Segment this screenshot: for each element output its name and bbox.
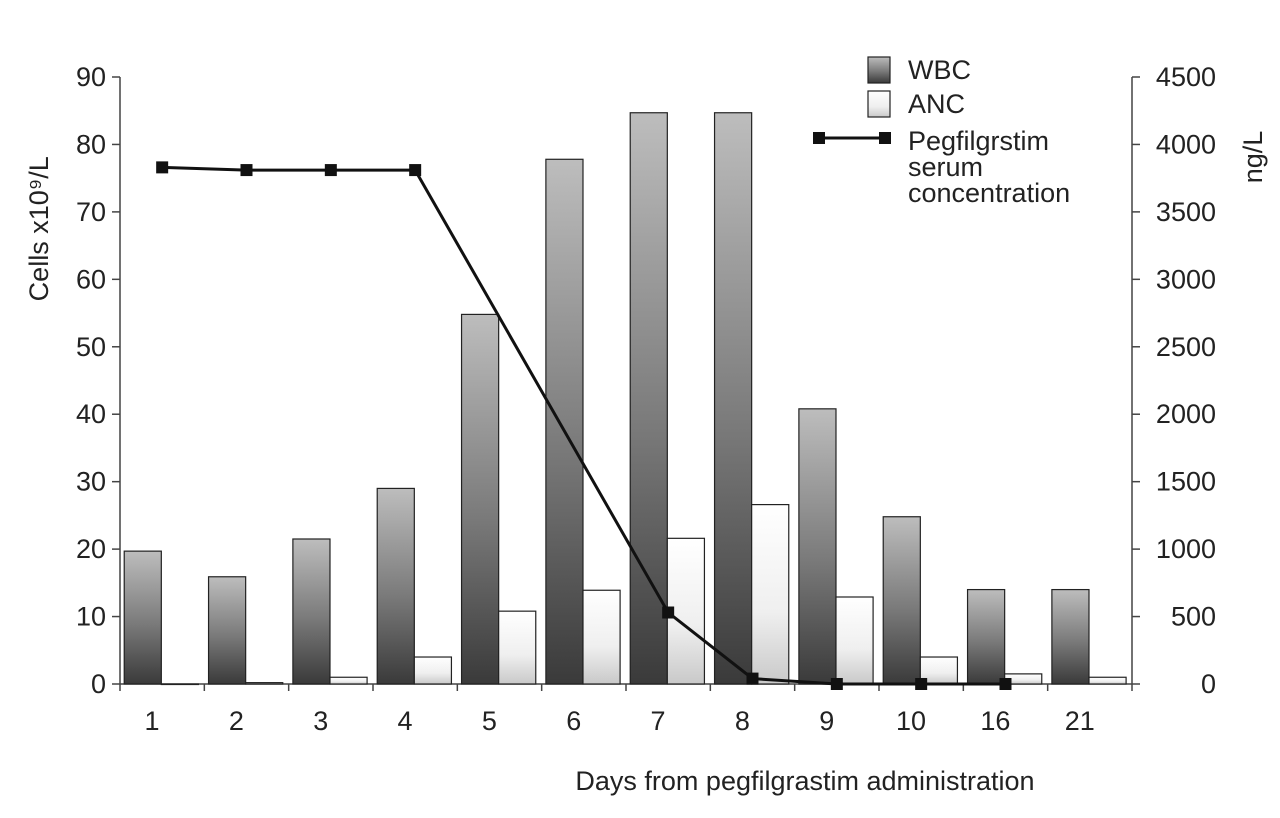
right-tick-label: 2500	[1156, 332, 1216, 362]
x-tick-label: 21	[1065, 706, 1095, 736]
x-tick-label: 2	[229, 706, 244, 736]
x-tick-label: 3	[313, 706, 328, 736]
wbc-bar	[882, 516, 921, 685]
legend-label-pegfilgrastim: Pegfilgrstim	[908, 126, 1049, 156]
x-tick-label: 6	[566, 706, 581, 736]
wbc-bar	[207, 576, 247, 685]
legend-label-pegfilgrastim: concentration	[908, 178, 1070, 208]
wbc-bar	[545, 158, 584, 685]
left-tick-label: 50	[76, 332, 106, 362]
pegfilgrastim-marker	[746, 672, 759, 685]
anc-bar	[1088, 676, 1127, 685]
legend-marker-pegfilgrastim	[879, 132, 891, 144]
legend-marker-pegfilgrastim	[813, 132, 825, 144]
wbc-bar	[376, 487, 415, 685]
left-tick-label: 20	[76, 534, 106, 564]
left-tick-label: 80	[76, 129, 106, 159]
anc-bar	[329, 676, 368, 685]
left-tick-label: 60	[76, 264, 106, 294]
left-tick-label: 10	[76, 602, 106, 632]
pegfilgrastim-marker	[409, 164, 422, 177]
legend-label-anc: ANC	[908, 89, 965, 119]
anc-bar	[413, 656, 453, 685]
wbc-bar	[629, 112, 668, 685]
legend-label-pegfilgrastim: serum	[908, 152, 983, 182]
right-tick-label: 1000	[1156, 534, 1216, 564]
x-tick-label: 5	[482, 706, 497, 736]
wbc-bar	[292, 538, 331, 685]
right-tick-label: 500	[1171, 602, 1216, 632]
wbc-bar	[966, 588, 1006, 685]
wbc-bar	[713, 112, 753, 685]
anc-bar	[582, 589, 621, 685]
x-tick-label: 7	[651, 706, 666, 736]
left-tick-label: 90	[76, 62, 106, 92]
x-tick-label: 4	[398, 706, 413, 736]
anc-bar	[751, 503, 790, 685]
legend-label-wbc: WBC	[908, 55, 971, 85]
pegfilgrastim-marker	[662, 606, 675, 619]
x-tick-label: 9	[819, 706, 834, 736]
anc-bar	[835, 596, 874, 685]
x-tick-label: 1	[145, 706, 160, 736]
right-tick-label: 0	[1201, 669, 1216, 699]
right-tick-label: 4500	[1156, 62, 1216, 92]
pegfilgrastim-marker	[324, 164, 337, 177]
pegfilgrastim-marker	[915, 678, 928, 690]
right-tick-label: 4000	[1156, 129, 1216, 159]
pegfilgrastim-marker	[830, 678, 843, 690]
x-tick-label: 8	[735, 706, 750, 736]
x-tick-label: 16	[980, 706, 1010, 736]
right-tick-label: 2000	[1156, 399, 1216, 429]
left-tick-label: 0	[91, 669, 106, 699]
pegfilgrastim-marker	[999, 678, 1012, 690]
right-axis-title: ng/L	[1238, 131, 1268, 184]
wbc-bar	[460, 313, 500, 685]
legend-swatch-anc	[867, 90, 891, 118]
pegfilgrastim-marker	[240, 164, 253, 177]
left-tick-label: 70	[76, 197, 106, 227]
x-tick-label: 10	[896, 706, 926, 736]
right-tick-label: 1500	[1156, 467, 1216, 497]
line-layer	[156, 161, 1012, 690]
left-tick-label: 40	[76, 399, 106, 429]
anc-bar	[498, 610, 537, 685]
anc-bar	[160, 683, 200, 686]
legend-swatch-wbc	[867, 56, 891, 84]
pegfilgrastim-marker	[156, 161, 169, 174]
left-axis-title: Cells x10⁹/L	[24, 156, 54, 301]
left-tick-label: 30	[76, 467, 106, 497]
right-tick-label: 3000	[1156, 264, 1216, 294]
x-axis-title: Days from pegfilgrastim administration	[575, 766, 1034, 796]
axes: 0 10 20 30 40 50 60 70 80 90 0 500 1000 1500 2000 2500 3…	[24, 62, 1268, 796]
right-tick-label: 3500	[1156, 197, 1216, 227]
anc-bar	[245, 682, 284, 685]
wbc-bar	[1051, 588, 1090, 685]
wbc-bar	[798, 408, 837, 685]
wbc-bar	[123, 550, 162, 685]
